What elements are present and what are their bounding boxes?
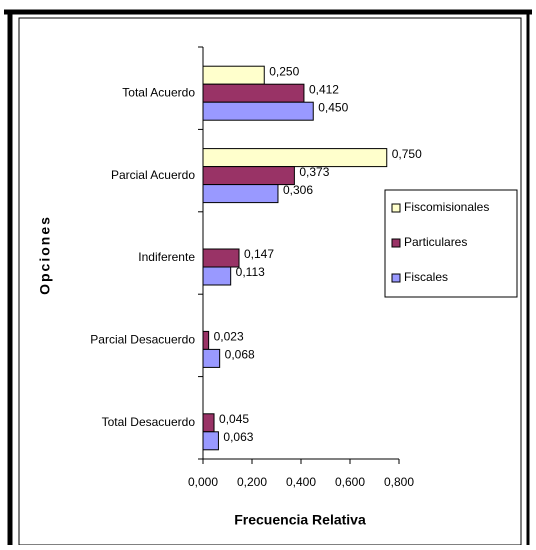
bar (202, 266, 232, 286)
y-tick-label: Parcial Desacuerdo (90, 333, 195, 347)
value-label: 0,113 (236, 265, 265, 279)
value-label: 0,023 (214, 330, 244, 344)
bar (202, 83, 305, 103)
value-label: 0,045 (219, 412, 249, 426)
y-axis-title: Opciones (37, 215, 53, 295)
y-tick-label: Total Acuerdo (122, 85, 195, 99)
legend-box (384, 189, 518, 298)
x-tick-label: 0,600 (335, 475, 365, 489)
value-label: 0,450 (318, 100, 348, 114)
legend-swatch (391, 238, 401, 248)
y-tick-label: Indiferente (138, 250, 195, 264)
legend-swatch (391, 273, 401, 283)
bar (202, 431, 219, 451)
bar (202, 348, 221, 368)
legend-label: Fiscales (404, 270, 448, 284)
x-tick-label: 0,800 (384, 475, 414, 489)
bar (202, 413, 215, 433)
value-label: 0,147 (244, 247, 274, 261)
bar (202, 248, 240, 268)
legend-label: Fiscomisionales (404, 200, 489, 214)
value-label: 0,750 (392, 147, 422, 161)
y-tick-label: Parcial Acuerdo (111, 168, 195, 182)
bar (202, 101, 314, 121)
x-tick-label: 0,400 (286, 475, 316, 489)
x-tick-label: 0,200 (237, 475, 267, 489)
value-label: 0,373 (299, 165, 329, 179)
x-tick-label: 0,000 (188, 475, 218, 489)
value-label: 0,068 (225, 348, 255, 362)
value-label: 0,412 (309, 82, 339, 96)
value-label: 0,306 (283, 183, 313, 197)
legend-label: Particulares (404, 235, 467, 249)
bar (202, 166, 295, 186)
y-tick-label: Total Desacuerdo (102, 415, 196, 429)
bar (202, 184, 279, 204)
bar (202, 330, 210, 350)
legend-swatch (391, 203, 401, 213)
bar (202, 65, 265, 85)
value-label: 0,063 (223, 430, 253, 444)
bar (202, 148, 388, 168)
value-label: 0,250 (269, 64, 299, 78)
x-axis-title: Frecuencia Relativa (234, 512, 366, 528)
